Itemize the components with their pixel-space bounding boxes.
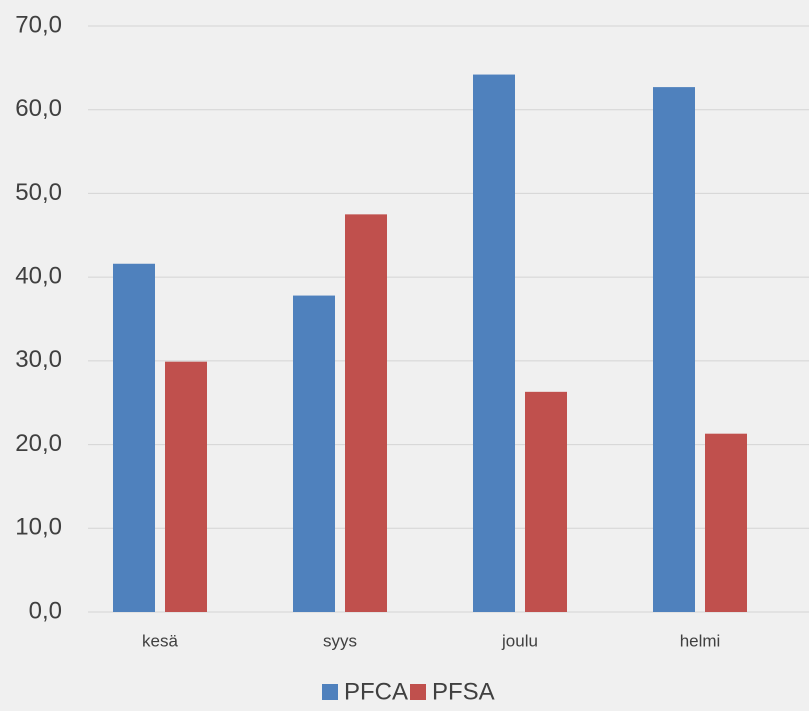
legend-swatch	[322, 684, 338, 700]
bar	[165, 361, 207, 612]
y-tick-label: 0,0	[29, 597, 62, 624]
y-tick-label: 30,0	[15, 346, 62, 373]
legend-label: PFCA	[344, 678, 408, 705]
bar	[345, 214, 387, 612]
bar	[293, 295, 335, 612]
x-tick-label: kesä	[142, 631, 178, 650]
y-tick-label: 10,0	[15, 514, 62, 541]
y-tick-label: 70,0	[15, 11, 62, 38]
x-tick-label: joulu	[501, 631, 538, 650]
bar	[705, 433, 747, 612]
bar	[653, 87, 695, 612]
y-tick-label: 50,0	[15, 179, 62, 206]
y-tick-label: 60,0	[15, 95, 62, 122]
legend-swatch	[410, 684, 426, 700]
x-tick-label: syys	[323, 631, 357, 650]
bar	[473, 74, 515, 613]
y-tick-label: 20,0	[15, 430, 62, 457]
bar	[525, 391, 567, 612]
legend-label: PFSA	[432, 678, 495, 705]
y-tick-label: 40,0	[15, 262, 62, 289]
bar	[113, 263, 155, 612]
x-tick-label: helmi	[680, 631, 721, 650]
